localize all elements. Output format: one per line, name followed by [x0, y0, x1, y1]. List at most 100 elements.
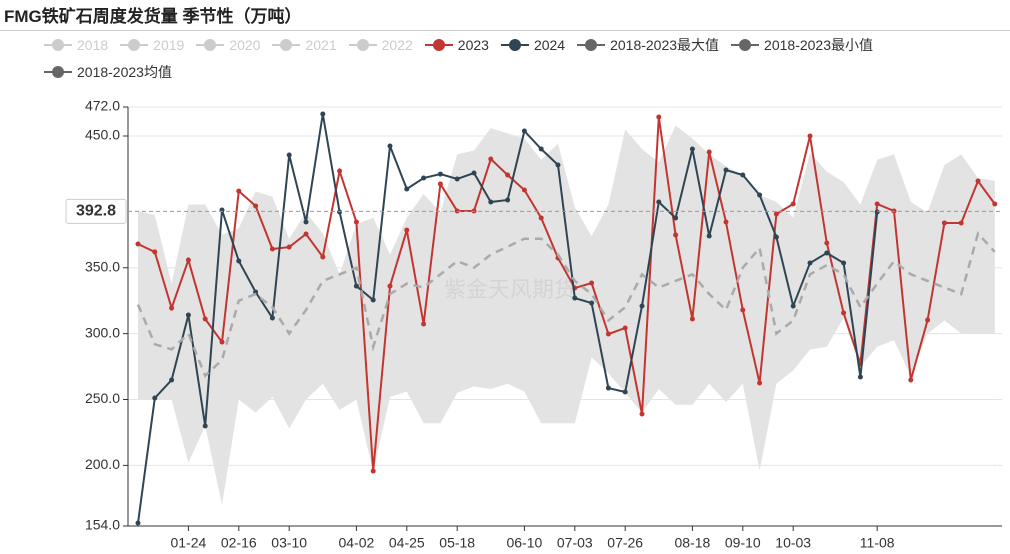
- point: [219, 339, 225, 345]
- point: [622, 389, 628, 395]
- legend-dot: [432, 39, 445, 51]
- point: [320, 254, 326, 260]
- point: [353, 219, 359, 225]
- legend-label: 2018-2023最大值: [610, 37, 720, 53]
- legend-item[interactable]: 2018-2023均值: [44, 63, 172, 81]
- legend-item[interactable]: 2020: [196, 36, 260, 54]
- point: [135, 520, 141, 526]
- x-tick-label: 10-03: [775, 535, 811, 551]
- point: [236, 188, 242, 194]
- point: [857, 374, 863, 380]
- legend: 2018 2019 2020 2021 2022 2023 2024 2018-2023最大值…: [44, 36, 1004, 81]
- point: [740, 172, 746, 178]
- point: [421, 175, 427, 181]
- point: [757, 192, 763, 198]
- x-tick-label: 05-18: [439, 535, 475, 551]
- point: [622, 325, 628, 331]
- point: [605, 331, 611, 337]
- legend-item[interactable]: 2021: [272, 36, 337, 54]
- legend-dot: [52, 39, 64, 51]
- point: [286, 152, 292, 158]
- point: [706, 149, 712, 155]
- point: [807, 260, 813, 266]
- point: [253, 203, 259, 209]
- legend-item[interactable]: 2023: [424, 36, 489, 54]
- legend-icon: [120, 39, 149, 51]
- legend-dot: [204, 39, 217, 51]
- series-line: [137, 116, 996, 472]
- legend-label: 2019: [153, 37, 185, 53]
- mean-line: [136, 230, 996, 378]
- legend-icon: [577, 39, 606, 51]
- legend-label: 2018-2023均值: [77, 64, 172, 80]
- x-tick-label: 04-25: [389, 535, 425, 551]
- legend-label: 2020: [229, 37, 261, 53]
- watermark: 紫金天风期货: [444, 277, 576, 302]
- point: [589, 280, 595, 286]
- title-rule: [0, 30, 1010, 31]
- x-tick-label: 09-10: [725, 535, 761, 551]
- point: [773, 211, 779, 217]
- point: [773, 234, 779, 240]
- point: [269, 315, 275, 321]
- point: [253, 289, 259, 295]
- legend-label: 2023: [457, 37, 489, 53]
- point: [454, 176, 460, 182]
- legend-label: 2018: [77, 37, 109, 53]
- point: [185, 312, 191, 318]
- legend-icon: [731, 39, 760, 51]
- point: [740, 307, 746, 313]
- point: [824, 250, 830, 256]
- point: [605, 385, 611, 391]
- legend-icon: [44, 39, 72, 51]
- legend-item[interactable]: 2022: [348, 36, 413, 54]
- point: [320, 111, 326, 117]
- point: [673, 215, 679, 221]
- point: [807, 133, 813, 139]
- point: [723, 167, 729, 173]
- legend-item[interactable]: 2019: [120, 36, 184, 54]
- point: [874, 201, 880, 207]
- point: [169, 305, 175, 311]
- y-tick-label: 154.0: [85, 517, 120, 533]
- point: [656, 114, 662, 120]
- point: [437, 171, 443, 177]
- legend-label: 2021: [305, 37, 337, 53]
- point: [437, 181, 443, 187]
- point: [841, 260, 847, 266]
- pointer-box: [65, 198, 127, 224]
- legend-item[interactable]: 2018: [44, 36, 108, 54]
- legend-dot: [280, 39, 293, 51]
- point: [673, 232, 679, 238]
- point: [723, 219, 729, 225]
- point: [169, 377, 175, 383]
- x-tick-label: 06-10: [506, 535, 542, 551]
- x-tick-label: 04-02: [338, 535, 374, 551]
- legend-item[interactable]: 2018-2023最小值: [731, 36, 873, 54]
- point: [471, 170, 477, 176]
- x-tick-label: 11-08: [860, 535, 895, 551]
- legend-dot: [585, 39, 598, 51]
- point: [370, 468, 376, 474]
- point: [538, 215, 544, 221]
- chart-title: FMG铁矿石周度发货量 季节性（万吨）: [4, 7, 302, 26]
- legend-item[interactable]: 2024: [500, 36, 565, 54]
- point: [488, 156, 494, 162]
- x-tick-label: 02-16: [221, 535, 257, 551]
- legend-item[interactable]: 2018-2023最大值: [577, 36, 719, 54]
- y-tick-label: 300.0: [85, 324, 120, 340]
- point: [689, 146, 695, 152]
- point: [639, 411, 645, 417]
- point: [555, 162, 561, 168]
- legend-icon: [500, 39, 529, 51]
- point: [152, 395, 158, 401]
- point: [135, 241, 141, 247]
- legend-dot: [128, 39, 141, 51]
- point: [236, 258, 242, 264]
- point: [874, 209, 880, 215]
- point: [521, 128, 527, 134]
- point: [572, 295, 578, 301]
- y-tick-label: 472.0: [85, 98, 120, 114]
- point: [790, 201, 796, 207]
